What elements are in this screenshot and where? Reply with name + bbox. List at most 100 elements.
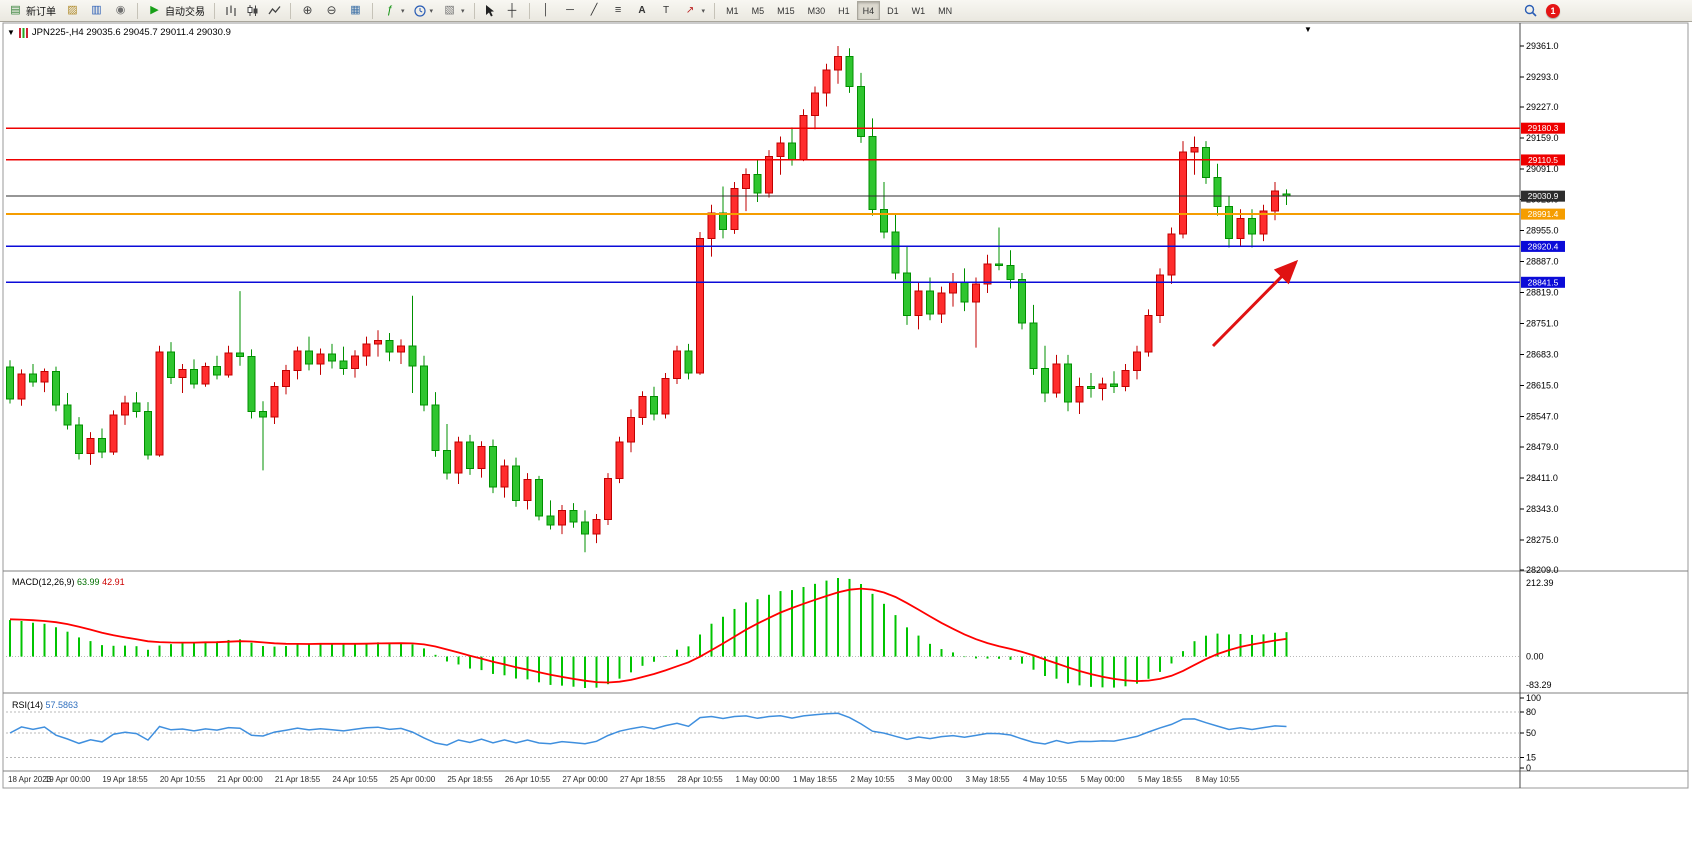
candle-body <box>592 519 601 535</box>
price-tick-label: 28275.0 <box>1526 535 1559 545</box>
chart-frame <box>2 22 1689 789</box>
date-label: 18 Apr 2023 <box>8 775 52 784</box>
search-button[interactable] <box>1520 1 1541 20</box>
zoom-out-icon: ⊖ <box>326 3 337 17</box>
candle-body <box>581 521 589 535</box>
label-tool-button[interactable]: T <box>655 1 678 20</box>
candle-body <box>1144 315 1153 353</box>
candle-body <box>937 292 946 315</box>
main-price-panel[interactable] <box>6 46 1520 553</box>
candle-body <box>351 355 359 369</box>
crosshair-button[interactable]: ┼ <box>501 1 524 20</box>
navigator-icon: ◉ <box>115 4 126 16</box>
indicators-button[interactable]: ƒ ▾ <box>378 1 409 20</box>
timeframe-button-m30[interactable]: M30 <box>802 1 832 20</box>
candle-body <box>247 356 256 412</box>
chart-profile-icon: ▨ <box>67 4 78 16</box>
market-watch-icon: ▥ <box>91 4 102 16</box>
trend-arrow[interactable] <box>1211 259 1299 348</box>
timeframe-button-h4[interactable]: H4 <box>856 1 881 20</box>
zoom-out-button[interactable]: ⊖ <box>320 1 343 20</box>
candle-body <box>443 449 451 474</box>
date-label: 5 May 00:00 <box>1080 775 1125 784</box>
horizontal-line-tool-button[interactable]: ─ <box>559 1 582 20</box>
chevron-down-icon: ▾ <box>401 7 405 15</box>
timeframe-button-m15[interactable]: M15 <box>771 1 801 20</box>
price-tick-label: 28751.0 <box>1526 318 1559 328</box>
rsi-axis-label: 100 <box>1526 693 1541 703</box>
fibonacci-tool-button[interactable]: ≡ <box>607 1 630 20</box>
arrows-tool-button[interactable]: ↗ ▾ <box>679 1 710 20</box>
templates-button[interactable]: ▧ ▾ <box>438 1 469 20</box>
toolbar-separator <box>473 2 475 19</box>
price-tag-label: 28991.4 <box>1528 209 1559 219</box>
text-icon: A <box>638 5 646 16</box>
chart-window[interactable]: ▼ JPN225-,H4 29035.6 29045.7 29011.4 290… <box>0 22 1692 854</box>
clock-icon <box>413 4 426 17</box>
date-label: 25 Apr 00:00 <box>390 775 436 784</box>
candle-body <box>178 368 187 379</box>
candle-body <box>75 424 83 455</box>
tile-windows-button[interactable]: ▦ <box>344 1 367 20</box>
candlestick-chart-icon <box>247 5 258 16</box>
timeframe-button-mn[interactable]: MN <box>932 1 958 20</box>
candle-body <box>1006 265 1015 280</box>
candle-body <box>661 378 670 415</box>
candle-body <box>638 396 647 419</box>
toolbar-separator <box>214 2 215 19</box>
zoom-in-button[interactable]: ⊕ <box>296 1 319 20</box>
notification-badge[interactable]: 1 <box>1546 3 1560 18</box>
vertical-line-icon: │ <box>542 4 550 16</box>
candle-body <box>132 402 141 412</box>
price-axis[interactable]: 29361.029293.029227.029159.029091.029023… <box>1520 41 1565 575</box>
candle-body <box>98 438 106 453</box>
timeframe-button-h1[interactable]: H1 <box>832 1 856 20</box>
trendline-tool-button[interactable]: ╱ <box>583 1 606 20</box>
bar-chart-type-button[interactable] <box>220 1 241 20</box>
auto-scroll-marker[interactable]: ▼ <box>1304 25 1312 34</box>
timeframe-button-m1[interactable]: M1 <box>720 1 745 20</box>
cursor-icon <box>485 5 494 17</box>
candle-body <box>316 353 325 365</box>
candle-body <box>615 441 624 480</box>
candle-body <box>684 350 693 374</box>
chart-canvas[interactable]: 29361.029293.029227.029159.029091.029023… <box>0 22 1692 854</box>
candle-body <box>949 281 957 294</box>
cursor-button[interactable] <box>480 1 500 20</box>
vertical-line-tool-button[interactable]: │ <box>535 1 558 20</box>
timeframe-button-w1[interactable]: W1 <box>906 1 932 20</box>
price-tick-label: 29227.0 <box>1526 102 1559 112</box>
candle-body <box>799 115 808 160</box>
candle-body <box>167 351 175 379</box>
new-order-button[interactable]: ▤ 新订单 <box>4 1 60 20</box>
navigator-button[interactable]: ◉ <box>109 1 132 20</box>
auto-trading-button[interactable]: ▶ 自动交易 <box>143 1 209 20</box>
candle-body <box>523 478 532 501</box>
chart-icon <box>18 27 28 38</box>
candle-body <box>1121 369 1130 388</box>
macd-panel[interactable]: MACD(12,26,9) 63.99 42.91 212.39 0.00 -83.2… <box>6 577 1554 690</box>
candle-body <box>454 441 463 474</box>
macd-label: MACD(12,26,9) 63.99 42.91 <box>12 577 125 587</box>
candlestick-chart-type-button[interactable] <box>242 1 263 20</box>
macd-histogram <box>9 578 1288 688</box>
one-click-trading-toggle[interactable]: ▼ <box>7 28 15 37</box>
timeframe-button-d1[interactable]: D1 <box>881 1 905 20</box>
charts-profile-button[interactable]: ▨ <box>61 1 84 20</box>
timeframe-button-m5[interactable]: M5 <box>746 1 771 20</box>
candle-body <box>431 404 440 451</box>
line-chart-icon <box>268 6 281 15</box>
rsi-panel[interactable]: RSI(14) 57.5863 100 80 50 150 <box>6 693 1541 773</box>
market-watch-button[interactable]: ▥ <box>85 1 108 20</box>
candle-body <box>995 263 1003 267</box>
candle-body <box>86 438 95 455</box>
text-tool-button[interactable]: A <box>631 1 654 20</box>
line-chart-type-button[interactable] <box>264 1 285 20</box>
macd-signal-line <box>9 587 1287 684</box>
periods-button[interactable]: ▾ <box>410 1 438 20</box>
candle-body <box>627 417 635 443</box>
date-label: 8 May 10:55 <box>1195 775 1240 784</box>
rsi-axis-label: 80 <box>1526 707 1536 717</box>
date-label: 3 May 18:55 <box>965 775 1010 784</box>
